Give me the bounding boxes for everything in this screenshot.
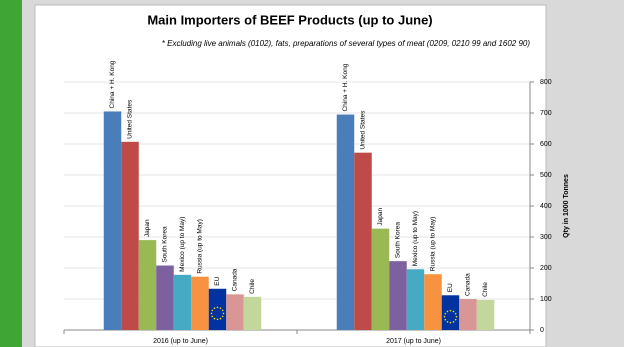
flag-star xyxy=(219,317,222,320)
bar xyxy=(226,294,244,330)
flag-star xyxy=(444,318,447,321)
flag-star xyxy=(221,309,224,312)
flag-star xyxy=(216,318,219,321)
bar xyxy=(459,299,477,330)
y-tick-label: 800 xyxy=(540,79,552,86)
y-axis-title: Qty in 1000 Tonnes xyxy=(563,174,570,238)
bar-label: China + H. Kong xyxy=(342,63,349,111)
bar xyxy=(406,269,425,330)
flag-star xyxy=(211,315,214,318)
y-tick-label: 500 xyxy=(540,172,552,179)
bar-label: South Korea xyxy=(395,222,402,259)
bar-label: Chile xyxy=(482,282,489,297)
bar xyxy=(121,141,139,330)
flag-star xyxy=(210,312,213,315)
x-tick-label: 2016 (up to June) xyxy=(153,338,208,345)
bar-label: Canada xyxy=(465,273,472,296)
flag-star xyxy=(449,309,452,312)
flag-star xyxy=(443,315,446,318)
bar-label: United States xyxy=(127,99,134,139)
chart-subtitle: * Excluding live animals (0102), fats, p… xyxy=(161,39,530,48)
bar-label: Mexico (up to May) xyxy=(412,211,419,266)
flag-star xyxy=(216,306,219,309)
flag-star xyxy=(455,315,458,318)
bar xyxy=(173,274,192,330)
bar-label: EU xyxy=(214,276,221,285)
bar-label: Chile xyxy=(249,279,256,294)
bar xyxy=(441,295,460,330)
flag-star xyxy=(221,315,224,318)
bar-label: Russia (up to May) xyxy=(430,217,437,272)
flag-star xyxy=(219,307,222,309)
side-strip xyxy=(0,0,22,347)
flag-star xyxy=(213,307,216,309)
bar xyxy=(424,274,442,330)
bar-label: Russia (up to May) xyxy=(197,219,204,274)
flag-star xyxy=(444,312,447,315)
flag-star xyxy=(211,309,214,312)
y-tick-label: 400 xyxy=(540,203,552,210)
bar xyxy=(336,114,355,330)
bar-label: Japan xyxy=(144,219,151,237)
bar-label: Japan xyxy=(377,208,384,226)
flag-star xyxy=(454,318,457,321)
bar-label: China + H. Kong xyxy=(109,60,116,108)
bar-label: Canada xyxy=(232,268,239,291)
bar xyxy=(208,288,227,330)
x-tick-label: 2017 (up to June) xyxy=(386,338,441,345)
bar-label: United States xyxy=(360,110,367,150)
bar xyxy=(156,265,174,330)
flag-star xyxy=(222,312,225,315)
flag-star xyxy=(446,321,449,323)
chart-title: Main Importers of BEEF Products (up to J… xyxy=(147,12,432,27)
bar-label: Mexico (up to May) xyxy=(179,217,186,272)
flag-star xyxy=(446,310,449,313)
bar xyxy=(371,228,390,330)
bar xyxy=(138,240,157,330)
bar xyxy=(389,261,407,330)
y-tick-label: 100 xyxy=(540,296,552,303)
bar-label: EU xyxy=(447,283,454,292)
bar xyxy=(103,111,122,330)
flag-star xyxy=(213,317,216,320)
y-tick-label: 600 xyxy=(540,141,552,148)
y-tick-label: 0 xyxy=(540,327,544,334)
bar xyxy=(476,299,495,330)
flag-star xyxy=(449,321,452,324)
bar-label: South Korea xyxy=(162,226,169,263)
flag-star xyxy=(452,321,455,323)
bar xyxy=(191,276,209,330)
y-tick-label: 200 xyxy=(540,265,552,272)
y-tick-label: 700 xyxy=(540,110,552,117)
flag-star xyxy=(454,312,457,315)
bar xyxy=(354,152,372,330)
flag-star xyxy=(452,310,455,313)
bar xyxy=(243,296,262,330)
y-tick-label: 300 xyxy=(540,234,552,241)
